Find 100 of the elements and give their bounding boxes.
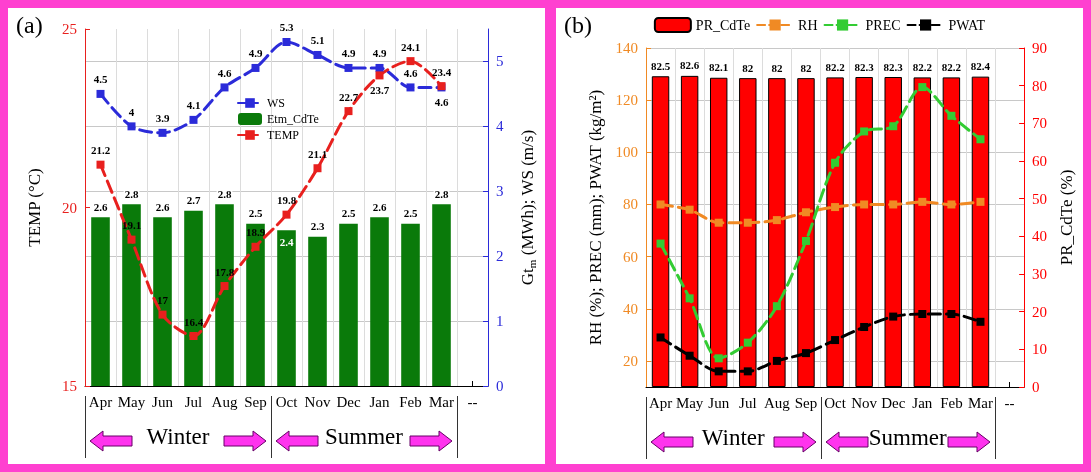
data-label: 17.8 (214, 265, 235, 278)
bar (246, 223, 265, 386)
y2-tick-label: 30 (1032, 266, 1048, 282)
y2-axis-title: Gtm (MWh); WS (m/s) (518, 129, 538, 286)
x-tick-label: Dec (881, 394, 906, 411)
point (344, 107, 353, 116)
legend-label: PWAT (948, 17, 986, 33)
point (860, 200, 869, 209)
point (406, 83, 415, 92)
point (947, 200, 956, 209)
point (189, 115, 198, 124)
point (918, 309, 927, 318)
point (918, 197, 927, 206)
data-label: 4.1 (186, 99, 201, 112)
y-axis-title: TEMP (°C) (25, 168, 44, 247)
data-label: 82.2 (912, 60, 933, 73)
x-tick-label: Oct (824, 394, 847, 411)
x-tick-label: Mar (967, 394, 993, 411)
point (406, 57, 415, 66)
point (656, 239, 665, 248)
text: Winter (146, 424, 210, 450)
y2-tick-label: 80 (1032, 77, 1048, 94)
y-tick-label: 20 (62, 199, 77, 216)
data-label: 82 (771, 61, 783, 74)
point (282, 210, 291, 219)
legend-label: Etm_CdTe (267, 112, 319, 126)
point (685, 351, 694, 360)
point (831, 203, 840, 212)
point (801, 236, 810, 245)
data-label: 82.1 (709, 61, 729, 74)
point (220, 83, 229, 92)
data-label: 5.3 (279, 21, 294, 34)
point (344, 63, 353, 72)
bar (91, 217, 110, 386)
y2-axis-title: PR_CdTe (%) (1057, 169, 1076, 266)
point (714, 218, 723, 227)
bar (370, 217, 389, 386)
point (127, 235, 136, 244)
data-label: 4.6 (217, 66, 232, 79)
bar (184, 210, 203, 386)
data-label: 82.4 (970, 60, 991, 73)
x-tick-label: Feb (940, 394, 963, 411)
point (889, 200, 898, 209)
data-label: 4.9 (341, 47, 356, 60)
point (375, 71, 384, 80)
point (801, 349, 810, 358)
legend-label: PR_CdTe (695, 17, 751, 33)
data-label: 3.9 (155, 112, 170, 125)
data-label: 82 (742, 61, 754, 74)
y2-tick-label: 4 (496, 118, 504, 135)
y-tick-label: 60 (623, 248, 638, 265)
y2-tick-label: 90 (1032, 40, 1048, 56)
data-label: 2.5 (341, 207, 356, 220)
data-label: 82.5 (650, 59, 671, 72)
data-label: 2.4 (279, 235, 294, 248)
point (714, 367, 723, 376)
y2-tick-label: 2 (496, 248, 504, 265)
data-label: 2.3 (310, 220, 325, 233)
point (127, 122, 136, 131)
y-tick-label: 100 (615, 144, 638, 161)
x-tick-label: Apr (648, 394, 673, 411)
point (772, 356, 781, 365)
y2-tick-label: 0 (1032, 379, 1040, 395)
data-label: 19.8 (276, 194, 297, 207)
x-tick-label: Sep (794, 394, 818, 411)
bar (339, 223, 358, 386)
data-label: 2.6 (155, 200, 170, 213)
point (976, 135, 985, 144)
x-tick-label: -- (1004, 394, 1015, 411)
x-tick-label: Jul (184, 393, 203, 410)
data-label: 23.4 (431, 65, 452, 78)
data-label: 19.1 (121, 219, 142, 232)
data-label: 2.8 (434, 187, 449, 200)
text: (b) (564, 12, 592, 39)
data-label: 4.6 (434, 95, 449, 108)
bar (122, 204, 141, 386)
point (801, 208, 810, 217)
data-label: 4 (128, 105, 135, 118)
data-label: 4.5 (93, 73, 108, 86)
y2-tick-label: 1 (496, 313, 504, 330)
x-tick-label: Oct (275, 393, 299, 410)
data-label: 82.3 (854, 60, 875, 73)
x-tick-label: Aug (211, 393, 238, 410)
y2-tick-label: 10 (1032, 341, 1048, 358)
point (656, 333, 665, 342)
x-tick-label: Jan (912, 394, 933, 411)
point (189, 332, 198, 341)
point (251, 242, 260, 251)
text: (a) (16, 12, 43, 39)
point (743, 338, 752, 347)
y-tick-label: 15 (62, 378, 77, 394)
data-label: 16.4 (183, 315, 204, 328)
bar (432, 204, 451, 386)
text: Summer (325, 424, 403, 450)
point (656, 200, 665, 209)
x-tick-label: -- (467, 393, 478, 410)
x-tick-label: Apr (88, 393, 113, 410)
text: Summer (868, 425, 947, 451)
point (976, 317, 985, 326)
x-tick-label: Nov (304, 393, 331, 410)
